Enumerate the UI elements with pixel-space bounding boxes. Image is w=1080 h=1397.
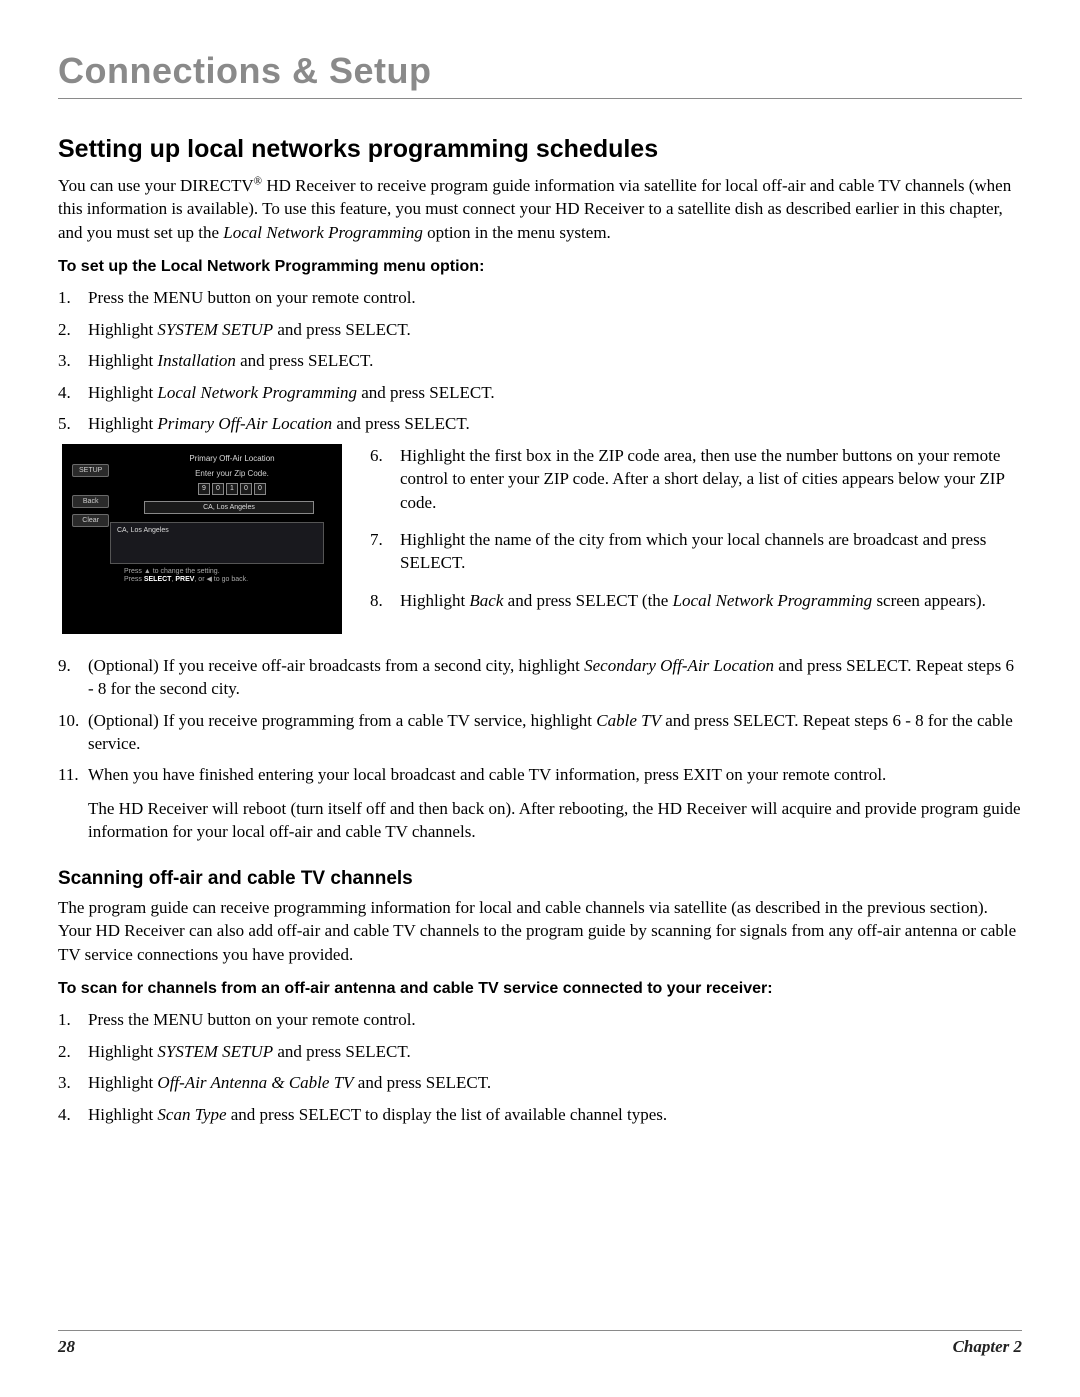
step-item: Highlight Installation and press SELECT. — [58, 349, 1022, 372]
section-heading: Setting up local networks programming sc… — [58, 135, 1022, 164]
step-item: Highlight the name of the city from whic… — [370, 528, 1022, 575]
zip-digit: 0 — [240, 483, 252, 495]
sshot-subtitle: Enter your Zip Code. — [132, 469, 332, 478]
zip-digit: 0 — [212, 483, 224, 495]
subsection-heading: Scanning off-air and cable TV channels — [58, 868, 1022, 890]
step-list-a: Press the MENU button on your remote con… — [58, 286, 1022, 435]
sshot-title: Primary Off-Air Location — [132, 454, 332, 463]
step-item: Press the MENU button on your remote con… — [58, 1008, 1022, 1031]
procedure-heading: To set up the Local Network Programming … — [58, 258, 1022, 276]
step-item: Highlight the first box in the ZIP code … — [370, 444, 1022, 514]
intro-paragraph: You can use your DIRECTV® HD Receiver to… — [58, 174, 1022, 244]
city-listing: CA, Los Angeles — [110, 522, 324, 564]
zip-digit: 9 — [198, 483, 210, 495]
sshot-footer: Press ▲ to change the setting. Press SEL… — [124, 568, 332, 585]
step-item: (Optional) If you receive off-air broadc… — [58, 654, 1022, 701]
step-item: (Optional) If you receive programming fr… — [58, 709, 1022, 756]
step-list-d: Press the MENU button on your remote con… — [58, 1008, 1022, 1126]
step-item: Highlight SYSTEM SETUP and press SELECT. — [58, 318, 1022, 341]
step-item: Highlight Scan Type and press SELECT to … — [58, 1103, 1022, 1126]
step-item: Highlight Off-Air Antenna & Cable TV and… — [58, 1071, 1022, 1094]
page-title: Connections & Setup — [58, 50, 1022, 99]
subsection-intro: The program guide can receive programmin… — [58, 896, 1022, 966]
sshot-clear-btn: Clear — [72, 514, 109, 527]
page-number: 28 — [58, 1337, 75, 1357]
city-selected: CA, Los Angeles — [144, 501, 314, 514]
step-item: When you have finished entering your loc… — [58, 763, 1022, 843]
step-list-c: (Optional) If you receive off-air broadc… — [58, 654, 1022, 844]
sshot-back-btn: Back — [72, 495, 109, 508]
zip-row: 90100 — [132, 483, 332, 495]
chapter-label: Chapter 2 — [953, 1337, 1022, 1357]
step-item: Highlight SYSTEM SETUP and press SELECT. — [58, 1040, 1022, 1063]
step-item: Highlight Back and press SELECT (the Loc… — [370, 589, 1022, 612]
zip-digit: 1 — [226, 483, 238, 495]
tv-screenshot: SETUP Back Clear Primary Off-Air Locatio… — [62, 444, 342, 634]
step-item: Highlight Local Network Programming and … — [58, 381, 1022, 404]
step-list-b: Highlight the first box in the ZIP code … — [370, 444, 1022, 613]
procedure-heading-2: To scan for channels from an off-air ant… — [58, 980, 1022, 998]
step-item: Highlight Primary Off-Air Location and p… — [58, 412, 1022, 435]
sshot-setup-btn: SETUP — [72, 464, 109, 477]
page-footer: 28 Chapter 2 — [58, 1330, 1022, 1357]
step-item: Press the MENU button on your remote con… — [58, 286, 1022, 309]
zip-digit: 0 — [254, 483, 266, 495]
